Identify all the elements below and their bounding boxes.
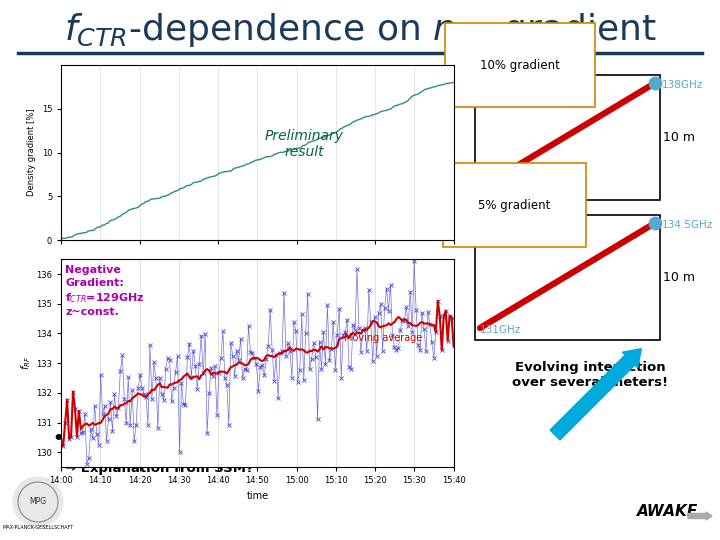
Text: Preliminary
result: Preliminary result (265, 129, 344, 159)
Text: 5% gradient: 5% gradient (478, 199, 550, 212)
Text: 10 m: 10 m (663, 271, 695, 284)
Y-axis label: $f_{RF}$: $f_{RF}$ (19, 356, 33, 370)
Text: → Explanation from SSM?: → Explanation from SSM? (65, 462, 253, 475)
Text: MPG: MPG (30, 497, 47, 507)
X-axis label: time: time (246, 491, 269, 501)
Text: MAX-PLANCK-GESELLSCHAFT: MAX-PLANCK-GESELLSCHAFT (2, 525, 73, 530)
Text: 10% gradient: 10% gradient (480, 58, 560, 71)
Circle shape (13, 477, 63, 527)
Text: Frequency increasing with positive gradient,: Frequency increasing with positive gradi… (65, 430, 400, 443)
Text: 131GHz: 131GHz (480, 325, 521, 335)
Text: Moving average: Moving average (343, 333, 422, 343)
Bar (475, 75, 660, 200)
Text: $f_{CTR}$-dependence on $n_{Rb}$-gradient: $f_{CTR}$-dependence on $n_{Rb}$-gradien… (63, 11, 657, 49)
Text: 131GHz: 131GHz (480, 185, 521, 195)
Text: but basically constant with negative gradient: but basically constant with negative gra… (65, 446, 406, 459)
Text: AWAKE: AWAKE (637, 504, 698, 519)
Text: 138GHz: 138GHz (662, 80, 703, 90)
Bar (475, 215, 660, 340)
Text: •: • (52, 430, 63, 448)
Text: 134.5GHz: 134.5GHz (662, 220, 714, 230)
FancyArrow shape (550, 349, 642, 440)
Text: Negative
Gradient:
f$_{CTR}$=129GHz
z~const.: Negative Gradient: f$_{CTR}$=129GHz z~co… (65, 266, 145, 317)
FancyArrow shape (688, 512, 712, 520)
Y-axis label: Density gradient [%]: Density gradient [%] (27, 109, 36, 197)
Text: 10 m: 10 m (663, 131, 695, 144)
Text: Evolving interaction
over several meters!: Evolving interaction over several meters… (512, 361, 668, 389)
